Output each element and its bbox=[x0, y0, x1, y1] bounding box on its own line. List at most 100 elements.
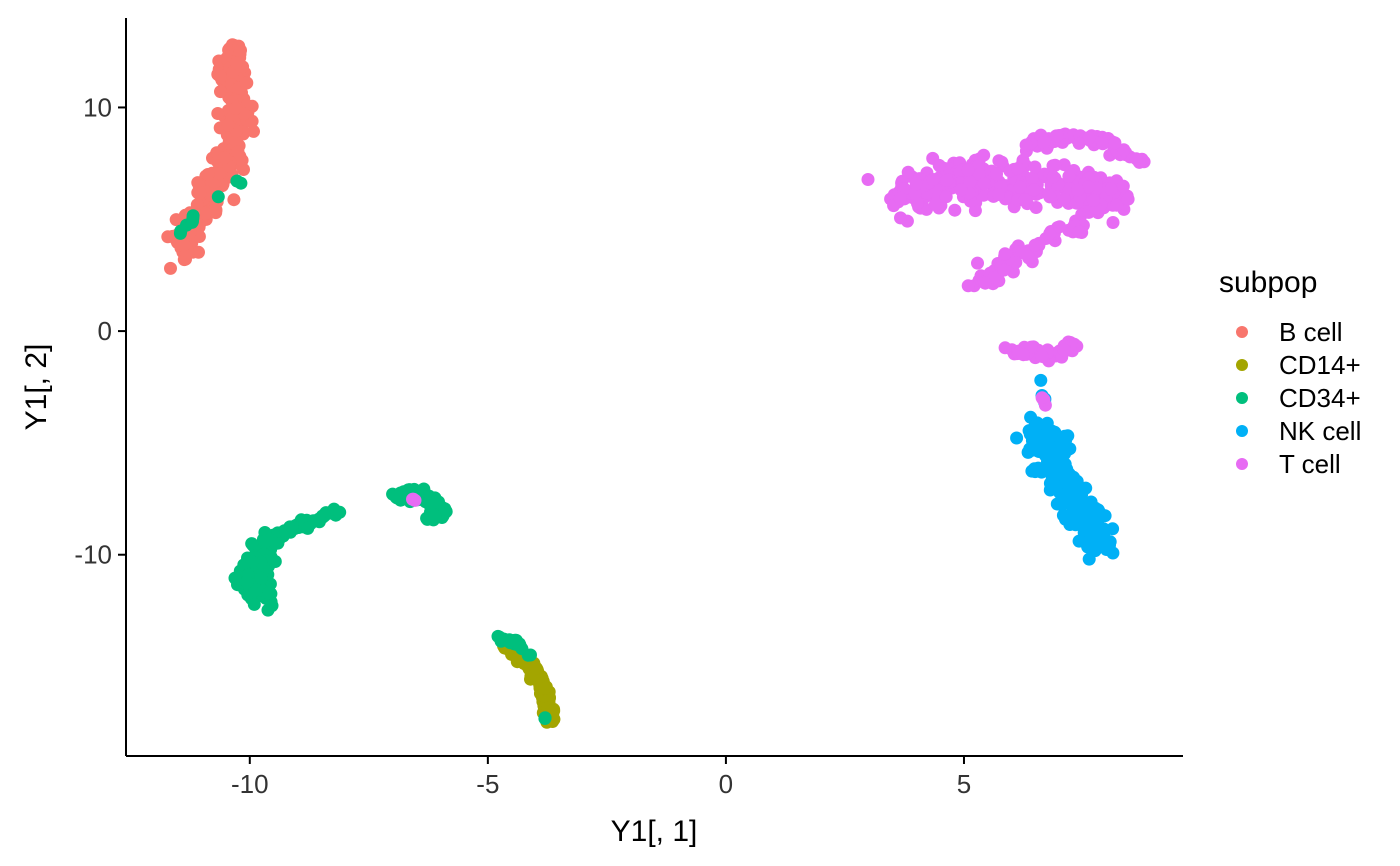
data-point bbox=[998, 341, 1012, 355]
legend-entry: CD14+ bbox=[1236, 350, 1361, 380]
data-point bbox=[1097, 524, 1111, 538]
data-point bbox=[193, 186, 207, 200]
data-point bbox=[1013, 180, 1027, 194]
data-point bbox=[227, 193, 241, 207]
legend-label: CD34+ bbox=[1279, 383, 1361, 413]
data-point bbox=[990, 167, 1003, 181]
legend-title: subpop bbox=[1219, 266, 1317, 299]
data-point bbox=[1072, 136, 1086, 150]
data-point bbox=[1016, 348, 1030, 362]
y-tick-label: -10 bbox=[74, 540, 112, 570]
data-point bbox=[228, 571, 242, 585]
data-point bbox=[521, 648, 535, 662]
data-point bbox=[269, 536, 283, 550]
data-point bbox=[1057, 192, 1071, 206]
legend-key bbox=[1236, 326, 1248, 338]
data-point bbox=[963, 175, 977, 189]
series-b-cell bbox=[161, 38, 260, 275]
data-point bbox=[192, 245, 205, 259]
data-point bbox=[262, 586, 275, 600]
data-point bbox=[1043, 227, 1057, 240]
y-axis-title: Y1[, 2] bbox=[20, 344, 53, 431]
data-point bbox=[254, 571, 268, 585]
data-point bbox=[1057, 343, 1071, 357]
data-point bbox=[977, 148, 991, 162]
data-point bbox=[214, 85, 227, 99]
data-point bbox=[1035, 349, 1049, 363]
data-point bbox=[1117, 143, 1131, 157]
data-point bbox=[1096, 137, 1110, 151]
data-point bbox=[893, 191, 907, 205]
data-point bbox=[229, 56, 243, 70]
x-tick-label: 5 bbox=[957, 769, 971, 799]
data-point bbox=[164, 261, 177, 275]
data-point bbox=[1037, 136, 1051, 149]
x-tick-label: -5 bbox=[476, 769, 499, 799]
data-point bbox=[1062, 169, 1076, 183]
data-point bbox=[245, 555, 259, 569]
legend-label: CD14+ bbox=[1279, 350, 1361, 380]
data-point bbox=[1022, 424, 1036, 438]
data-point bbox=[1035, 391, 1049, 405]
data-point bbox=[239, 76, 253, 90]
data-point bbox=[543, 691, 556, 705]
data-point bbox=[333, 505, 347, 519]
data-point bbox=[240, 575, 254, 589]
data-point bbox=[1059, 512, 1072, 526]
legend-entry: NK cell bbox=[1236, 416, 1361, 446]
data-point bbox=[997, 263, 1011, 277]
legend-key bbox=[1236, 458, 1248, 470]
data-point bbox=[247, 597, 261, 611]
x-ticks: -10 -5 0 5 bbox=[231, 756, 971, 799]
data-point bbox=[861, 173, 875, 186]
data-point bbox=[234, 176, 248, 190]
legend-label: B cell bbox=[1279, 317, 1343, 347]
data-point bbox=[1077, 482, 1091, 496]
data-point bbox=[971, 256, 984, 270]
data-point bbox=[229, 102, 243, 115]
legend-label: NK cell bbox=[1279, 416, 1361, 446]
data-point bbox=[911, 197, 924, 210]
data-point bbox=[229, 134, 243, 148]
data-point bbox=[1070, 517, 1084, 531]
data-point bbox=[1104, 182, 1118, 196]
x-axis-title: Y1[, 1] bbox=[611, 815, 698, 848]
data-point bbox=[978, 276, 992, 290]
data-point bbox=[1050, 444, 1064, 458]
data-point bbox=[1028, 238, 1042, 252]
data-point bbox=[231, 145, 245, 159]
data-point bbox=[1025, 171, 1039, 185]
data-point bbox=[961, 279, 975, 293]
data-point bbox=[493, 630, 506, 644]
data-point bbox=[1010, 431, 1024, 445]
data-point bbox=[301, 521, 315, 535]
data-point bbox=[407, 492, 420, 506]
data-point bbox=[1034, 373, 1048, 387]
y-tick-label: 0 bbox=[98, 316, 112, 346]
data-point bbox=[1046, 170, 1060, 184]
data-point bbox=[1036, 463, 1050, 477]
data-point bbox=[1043, 190, 1057, 204]
data-point bbox=[926, 173, 940, 186]
data-point bbox=[1049, 456, 1063, 470]
data-point bbox=[1110, 198, 1124, 212]
series-nk-cell bbox=[1010, 373, 1120, 566]
data-point bbox=[1028, 160, 1042, 174]
data-point bbox=[1092, 534, 1106, 548]
data-point bbox=[1084, 495, 1098, 509]
data-point bbox=[909, 177, 923, 191]
legend-key bbox=[1236, 359, 1248, 371]
data-point bbox=[932, 158, 946, 172]
data-point bbox=[212, 167, 226, 181]
data-point bbox=[177, 238, 191, 252]
legend-entry: B cell bbox=[1236, 317, 1343, 347]
x-tick-label: 0 bbox=[719, 769, 733, 799]
data-point bbox=[940, 173, 954, 187]
data-point bbox=[198, 207, 212, 220]
x-tick-label: -10 bbox=[231, 769, 269, 799]
points-layer bbox=[161, 38, 1151, 729]
data-point bbox=[218, 151, 232, 165]
data-point bbox=[1082, 180, 1095, 194]
